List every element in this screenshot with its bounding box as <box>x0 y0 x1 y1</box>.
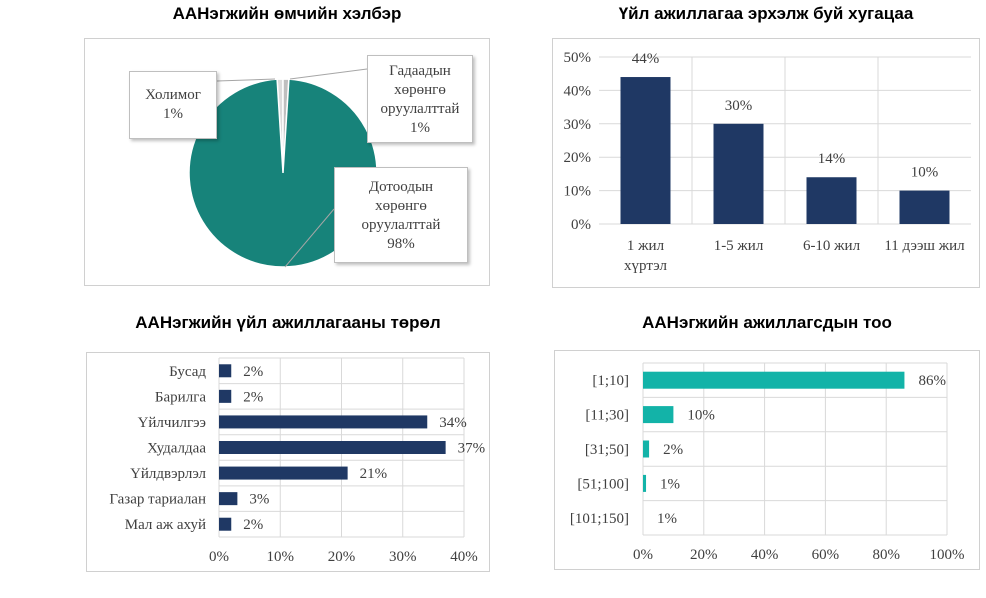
employees-bar-chart: 0% 20% 40% 60% 80% 100% [1;10] 86% [11;30] 10% [31… <box>570 362 965 563</box>
callout-mixed-pct: 1% <box>163 106 183 122</box>
bar-value-label: 21% <box>360 466 388 482</box>
bar <box>219 415 428 429</box>
employees-chart-frame: 0% 20% 40% 60% 80% 100% [1;10] 86% [11;30] 10% [31… <box>554 350 980 570</box>
x-tick-label: 30% <box>389 549 417 565</box>
y-tick-label: 10% <box>564 184 592 200</box>
x-tick-label: 40% <box>751 547 779 563</box>
y-category-label: Мал аж ахуй <box>125 517 206 533</box>
bar-value-label: 44% <box>632 51 660 67</box>
bar <box>219 389 232 403</box>
y-category-label: [1;10] <box>592 373 629 389</box>
bar <box>219 441 446 454</box>
y-category-label: [31;50] <box>585 442 629 458</box>
bar-value-label: 2% <box>243 517 263 533</box>
bar-value-label: 37% <box>458 441 486 457</box>
y-tick-label: 20% <box>564 150 592 166</box>
callout-foreign-line3: оруулалттай <box>380 101 460 117</box>
bar-value-label: 10% <box>687 408 715 424</box>
bar <box>643 474 647 492</box>
callout-mixed-name: Холимог <box>145 87 201 103</box>
ownership-pie <box>188 68 378 268</box>
employees-chart-title: ААНэгжийн ажиллагсдын тоо <box>642 313 892 332</box>
bar <box>219 517 232 531</box>
bar-value-label: 30% <box>725 98 753 114</box>
bar <box>643 406 674 424</box>
callout-domestic-pct: 98% <box>387 236 415 252</box>
y-tick-label: 50% <box>564 50 592 66</box>
x-tick-label: 20% <box>690 547 718 563</box>
activity-chart-frame: 0% 10% 20% 30% 40% Бусад 2% Барилга 2% Үйлчилгээ 3… <box>86 352 490 572</box>
bar-value-label: 2% <box>243 364 263 380</box>
callout-mixed: Холимог 1% <box>129 71 217 139</box>
bar-value-label: 2% <box>243 389 263 405</box>
ownership-chart-frame: Холимог 1% Гадаадын хөрөнгө оруулалттай … <box>84 38 490 286</box>
activity-chart-title: ААНэгжийн үйл ажиллагааны төрөл <box>135 313 441 332</box>
x-category-label: 11 дээш жил <box>884 238 965 254</box>
bar-value-label: 1% <box>660 476 680 492</box>
y-category-label: Үйлдвэрлэл <box>130 466 206 482</box>
x-tick-label: 60% <box>812 547 840 563</box>
x-category-label: хүртэл <box>624 258 667 274</box>
y-category-label: Барилга <box>155 389 206 405</box>
bar <box>806 177 857 224</box>
x-category-label: 1 жил <box>627 238 665 254</box>
callout-foreign-line2: хөрөнгө <box>394 82 446 98</box>
bar <box>219 466 348 480</box>
ownership-chart-title: ААНэгжийн өмчийн хэлбэр <box>172 4 402 23</box>
x-tick-label: 100% <box>930 547 965 563</box>
bar <box>643 440 650 458</box>
x-tick-label: 40% <box>450 549 478 565</box>
bar <box>899 190 950 224</box>
x-tick-label: 0% <box>209 549 229 565</box>
callout-domestic-line1: Дотоодын <box>368 179 434 195</box>
leader-line-domestic <box>284 208 335 268</box>
callout-domestic-line2: хөрөнгө <box>375 198 427 214</box>
callout-foreign-pct: 1% <box>410 120 430 136</box>
x-category-label: 1-5 жил <box>714 238 764 254</box>
y-category-label: Газар тариалан <box>109 492 206 508</box>
bar <box>713 123 764 224</box>
callout-foreign: Гадаадын хөрөнгө оруулалттай 1% <box>367 55 473 143</box>
y-tick-label: 0% <box>571 217 591 233</box>
x-category-label: 6-10 жил <box>803 238 861 254</box>
bar-value-label: 34% <box>439 415 467 431</box>
y-category-label: Бусад <box>169 364 206 380</box>
callout-domestic-line3: оруулалттай <box>361 217 441 233</box>
duration-chart-frame: 0% 10% 20% 30% 40% 50% 44% 1 жил хүртэл 30% 1-5 жи… <box>552 38 980 288</box>
bar <box>620 77 671 224</box>
x-tick-label: 0% <box>633 547 653 563</box>
bar-value-label: 3% <box>249 492 269 508</box>
y-tick-label: 40% <box>564 83 592 99</box>
leader-line-mixed <box>216 78 276 82</box>
bar-value-label: 14% <box>818 151 846 167</box>
bar <box>643 371 905 389</box>
bar <box>219 492 238 506</box>
leader-line-foreign <box>289 68 368 80</box>
y-tick-label: 30% <box>564 117 592 133</box>
duration-bar-chart: 0% 10% 20% 30% 40% 50% 44% 1 жил хүртэл 30% 1-5 жи… <box>564 50 971 274</box>
x-tick-label: 20% <box>328 549 356 565</box>
y-category-label: [51;100] <box>577 476 629 492</box>
y-category-label: Үйлчилгээ <box>138 415 206 431</box>
bar-value-label: 86% <box>918 373 946 389</box>
y-category-label: [101;150] <box>570 511 629 527</box>
duration-chart-title: Үйл ажиллагаа эрхэлж буй хугацаа <box>618 4 914 23</box>
x-tick-label: 10% <box>267 549 295 565</box>
bar <box>219 364 232 378</box>
bar-value-label: 1% <box>657 511 677 527</box>
y-category-label: Худалдаа <box>147 441 206 457</box>
bar-value-label: 2% <box>663 442 683 458</box>
bar-value-label: 10% <box>911 165 939 181</box>
activity-bar-chart: 0% 10% 20% 30% 40% Бусад 2% Барилга 2% Үйлчилгээ 3… <box>109 357 486 565</box>
callout-foreign-line1: Гадаадын <box>389 63 451 79</box>
x-tick-label: 80% <box>872 547 900 563</box>
y-category-label: [11;30] <box>585 408 629 424</box>
callout-domestic: Дотоодын хөрөнгө оруулалттай 98% <box>334 167 468 263</box>
